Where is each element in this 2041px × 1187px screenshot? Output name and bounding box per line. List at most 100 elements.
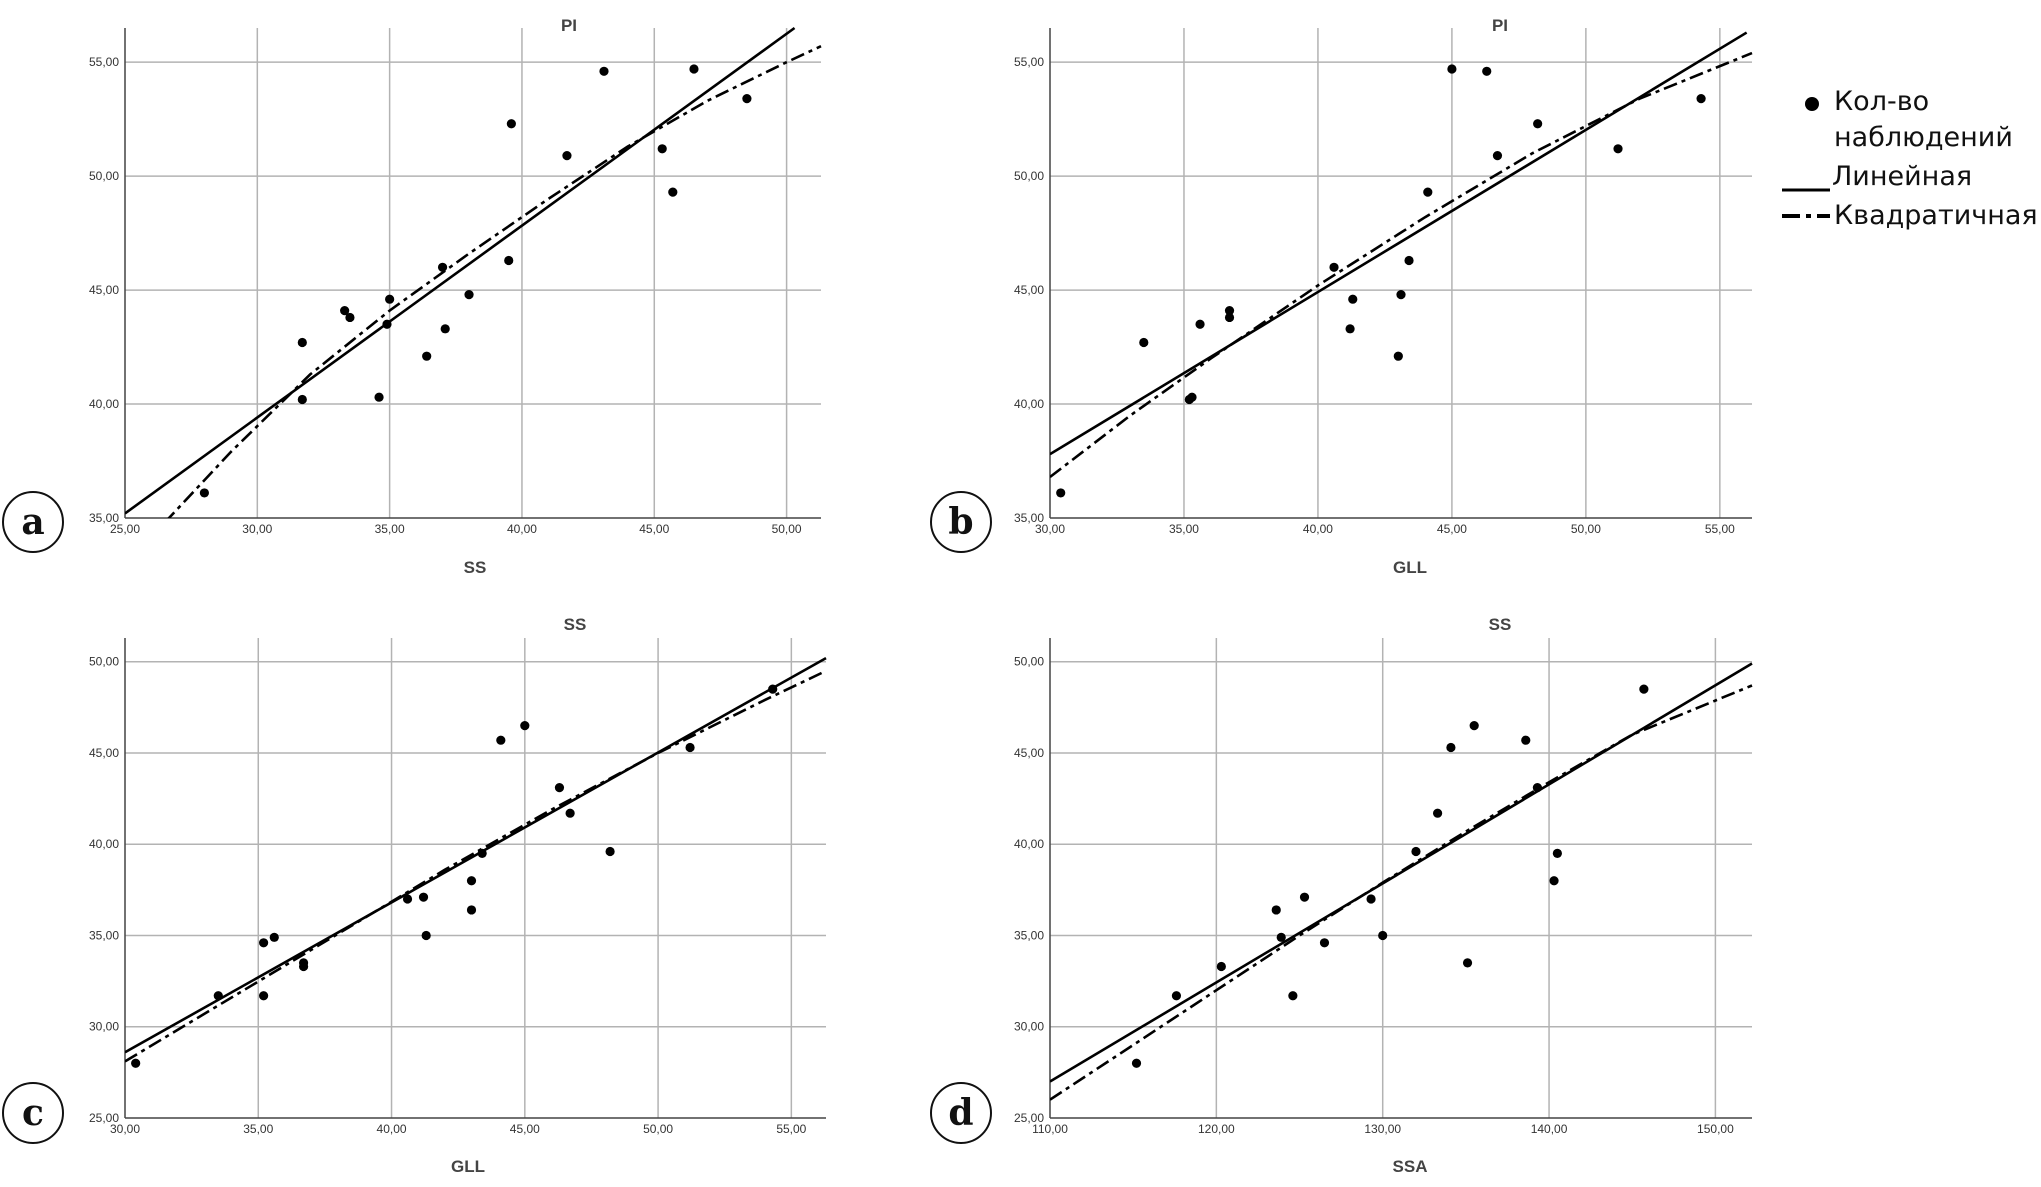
panel-c-xtick-label: 55,00 <box>776 1122 806 1136</box>
panel-d-data-point <box>1216 961 1226 972</box>
panel-c-data-point <box>466 876 477 886</box>
panel-b-data-point <box>1423 187 1433 197</box>
panel-a-data-point <box>464 290 474 300</box>
panel-a-data-point <box>385 294 395 304</box>
panel-b-xlabel: GLL <box>1393 558 1427 577</box>
panel-c-xtick-label: 40,00 <box>377 1122 407 1136</box>
panel-a-letter: a <box>21 501 44 543</box>
panel-b-yticks: 35,00 40,00 45,00 50,00 55,00 <box>1014 55 1044 525</box>
panel-b-data-point <box>1139 337 1149 348</box>
panel-d-ytick-label: 50,00 <box>1014 655 1044 669</box>
panel-a-data-point <box>297 394 307 405</box>
panel-d-title: SS <box>1489 615 1512 634</box>
panel-b-data-point <box>1329 262 1339 272</box>
panel-c-data-point <box>605 846 615 857</box>
panel-c-data-point <box>418 892 429 902</box>
legend-item-quadratic: Квадратичная <box>1834 200 2038 231</box>
panel-d-data-point <box>1131 1058 1142 1068</box>
panel-d-xlabel: SSA <box>1393 1157 1428 1176</box>
panel-b-ytick-label: 45,00 <box>1014 283 1044 297</box>
panel-a-ytick-label: 55,00 <box>89 55 119 69</box>
panel-a-data-point <box>562 151 572 161</box>
legend: Кол-во наблюдений Линейная Квадратичная <box>1782 86 2038 231</box>
panel-d-xticks: 110,00 120,00 130,00 140,00 150,00 <box>1032 1122 1734 1136</box>
panel-a-ytick-label: 50,00 <box>89 169 119 183</box>
panel-d-data-point <box>1532 783 1543 793</box>
panel-b-data-point <box>1224 306 1235 316</box>
panel-d-ytick-label: 45,00 <box>1014 746 1044 760</box>
legend-item-linear: Линейная <box>1832 161 1972 192</box>
panel-d: SS 110,00 120,00 130,00 140,00 150,00 25,00 3… <box>930 615 1753 1176</box>
panel-b-data-point <box>1696 94 1706 104</box>
panel-c-linear-fit-line <box>125 656 827 1054</box>
panel-a-data-point <box>506 119 516 129</box>
panel-d-frame <box>1049 638 1752 1119</box>
panel-b-data-point <box>1492 151 1503 161</box>
panel-a-frame <box>124 28 821 519</box>
panel-b-frame <box>1049 28 1752 519</box>
panel-a-data-point <box>504 255 514 266</box>
panel-b-xtick-label: 30,00 <box>1035 522 1065 536</box>
panel-a-data-point <box>374 392 384 402</box>
panel-c-xtick-label: 45,00 <box>510 1122 540 1136</box>
panel-b-xtick-label: 45,00 <box>1437 522 1467 536</box>
panel-c-ytick-label: 50,00 <box>89 655 119 669</box>
panel-b: PI 30,00 35,00 40,00 45,00 50,00 55,00 35,004… <box>930 16 1753 577</box>
panel-c-ytick-label: 40,00 <box>89 837 119 851</box>
panel-d-data-point <box>1299 892 1310 902</box>
panel-d-data-point <box>1288 991 1298 1001</box>
panel-d-yticks: 25,00 30,00 35,00 40,00 45,00 50,00 <box>1014 655 1044 1125</box>
panel-b-xticks: 30,00 35,00 40,00 45,00 50,00 55,00 <box>1035 522 1735 536</box>
panel-d-ytick-label: 40,00 <box>1014 837 1044 851</box>
panel-c-data-point <box>565 808 575 818</box>
panel-a-xtick-label: 35,00 <box>375 522 405 536</box>
panel-a-xtick-label: 45,00 <box>639 522 669 536</box>
panel-d-linear-fit-line <box>1050 662 1753 1083</box>
panel-b-title: PI <box>1492 16 1508 35</box>
panel-d-xtick-label: 140,00 <box>1531 1122 1568 1136</box>
panel-b-ytick-label: 55,00 <box>1014 55 1044 69</box>
panel-d-data-point <box>1171 991 1182 1001</box>
panel-c-points <box>131 684 778 1068</box>
panel-a-data-point <box>297 337 307 348</box>
panel-c-ytick-label: 45,00 <box>89 746 119 760</box>
panel-b-data-point <box>1195 319 1205 329</box>
panel-d-data-point <box>1319 938 1330 948</box>
panel-b-ytick-label: 50,00 <box>1014 169 1044 183</box>
panel-c-data-point <box>213 991 223 1001</box>
panel-d-xtick-label: 150,00 <box>1697 1122 1734 1136</box>
panel-d-points <box>1131 684 1649 1068</box>
panel-d-data-point <box>1378 930 1388 941</box>
panel-c-data-point <box>554 783 565 793</box>
panel-c-quadratic-fit-line <box>125 669 827 1063</box>
panel-a-xticks: 25,00 30,00 35,00 40,00 45,00 50,00 <box>110 522 802 536</box>
panel-a-data-point <box>382 319 392 329</box>
panel-d-data-point <box>1411 846 1421 857</box>
panel-c-data-point <box>520 721 530 731</box>
panel-b-points <box>1056 64 1706 498</box>
panel-b-xtick-label: 35,00 <box>1169 522 1199 536</box>
panel-d-data-point <box>1366 894 1376 904</box>
panel-c-data-point <box>131 1058 141 1068</box>
panel-c-xlabel: GLL <box>451 1157 485 1176</box>
panel-c-data-point <box>269 932 279 942</box>
panel-c-data-point <box>768 684 778 694</box>
panel-b-data-point <box>1224 312 1235 323</box>
panel-b-data-point <box>1187 392 1197 402</box>
panel-a-ytick-label: 45,00 <box>89 283 119 297</box>
panel-d-xtick-label: 120,00 <box>1198 1122 1235 1136</box>
legend-dot-marker <box>1805 97 1819 111</box>
panel-a-fit-lines <box>125 26 822 518</box>
panel-d-fit-lines <box>1050 662 1753 1101</box>
panel-c-fit-lines <box>125 656 827 1063</box>
legend-item-observations-line2: наблюдений <box>1834 122 2013 153</box>
panel-b-data-point <box>1345 324 1355 334</box>
panel-c-frame <box>124 638 826 1119</box>
panel-b-letter-circle <box>930 491 992 553</box>
panel-c-data-point <box>259 991 269 1001</box>
panel-c-xtick-label: 35,00 <box>243 1122 273 1136</box>
panel-b-data-point <box>1056 488 1066 498</box>
panel-a-yticks: 35,00 40,00 45,00 50,00 55,00 <box>89 55 119 525</box>
panel-a-ytick-label: 40,00 <box>89 397 119 411</box>
